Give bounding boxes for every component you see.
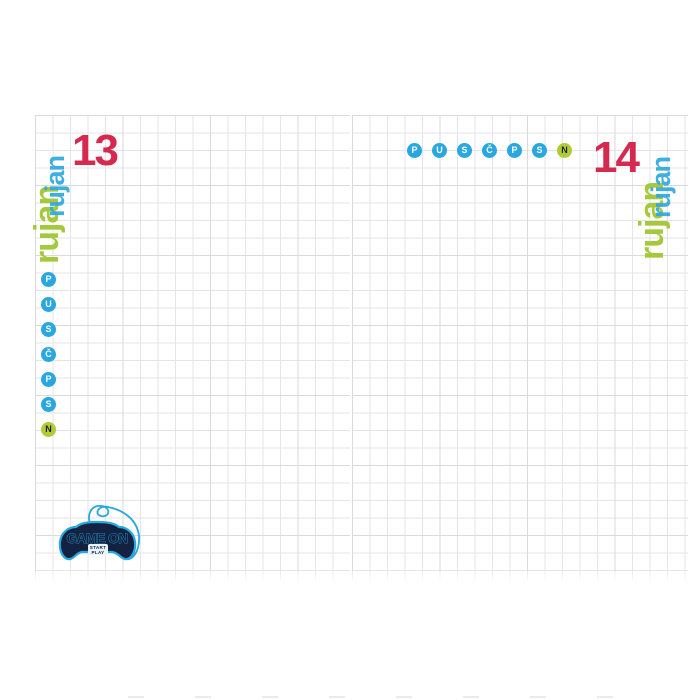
weekday-badge-sun: N: [41, 422, 56, 437]
left-page-grid: [35, 115, 350, 571]
month-label-blue-right: rujan: [646, 156, 676, 218]
page-number-right: 14: [593, 133, 640, 182]
weekday-initials-left: P U S Č P S N: [41, 272, 56, 437]
logo-subtitle-play: PLAY: [91, 550, 104, 555]
weekday-badge-fri: P: [507, 143, 522, 158]
right-page-grid: [352, 115, 688, 571]
gamepad-icon: [58, 520, 137, 561]
game-on-logo: GAME ON START PLAY: [58, 504, 140, 561]
weekday-badge-tue: U: [432, 143, 447, 158]
logo-subtitle-panel: [88, 544, 108, 555]
logo-title: GAME ON: [66, 531, 127, 546]
logo-subtitle-start: START: [90, 545, 106, 550]
month-label-blue-left: rujan: [40, 155, 70, 217]
weekday-badge-wed: S: [457, 143, 472, 158]
weekday-badge-tue: U: [41, 297, 56, 312]
weekday-badge-thu: Č: [41, 347, 56, 362]
controller-cable-doodle: [88, 504, 140, 560]
page-number-left: 13: [72, 126, 119, 175]
weekday-badge-mon: P: [41, 272, 56, 287]
weekday-badge-wed: S: [41, 322, 56, 337]
weekday-badge-mon: P: [407, 143, 422, 158]
weekday-badge-thu: Č: [482, 143, 497, 158]
weekday-badge-fri: P: [41, 372, 56, 387]
weekday-badge-sat: S: [532, 143, 547, 158]
weekday-badge-sat: S: [41, 397, 56, 412]
weekday-initials-right: P U S Č P S N: [407, 143, 572, 158]
bottom-trim-dashes: [128, 696, 645, 698]
weekday-badge-sun: N: [557, 143, 572, 158]
